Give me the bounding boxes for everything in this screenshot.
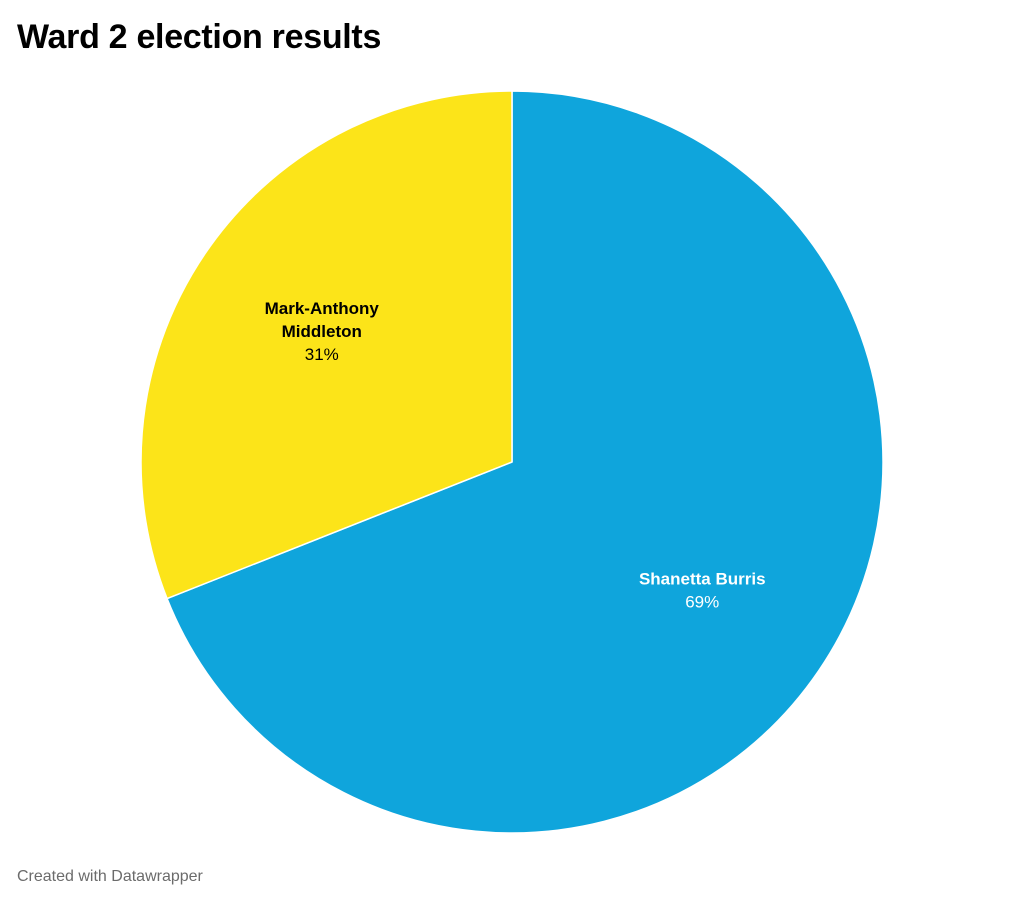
slice-value-shanetta-burris: 69% — [685, 592, 719, 611]
slice-label-mark-anthony-middleton-line-1: Mark-Anthony — [265, 299, 380, 318]
slice-value-mark-anthony-middleton: 31% — [305, 345, 339, 364]
slice-label-mark-anthony-middleton-line-2: Middleton — [282, 322, 362, 341]
chart-title: Ward 2 election results — [17, 18, 382, 56]
slice-label-shanetta-burris: Shanetta Burris — [639, 569, 766, 588]
pie-slice-mark-anthony-middleton — [140, 90, 513, 600]
pie-slice-shanetta-burris — [166, 90, 884, 834]
datawrapper-credit: Created with Datawrapper — [17, 868, 203, 885]
